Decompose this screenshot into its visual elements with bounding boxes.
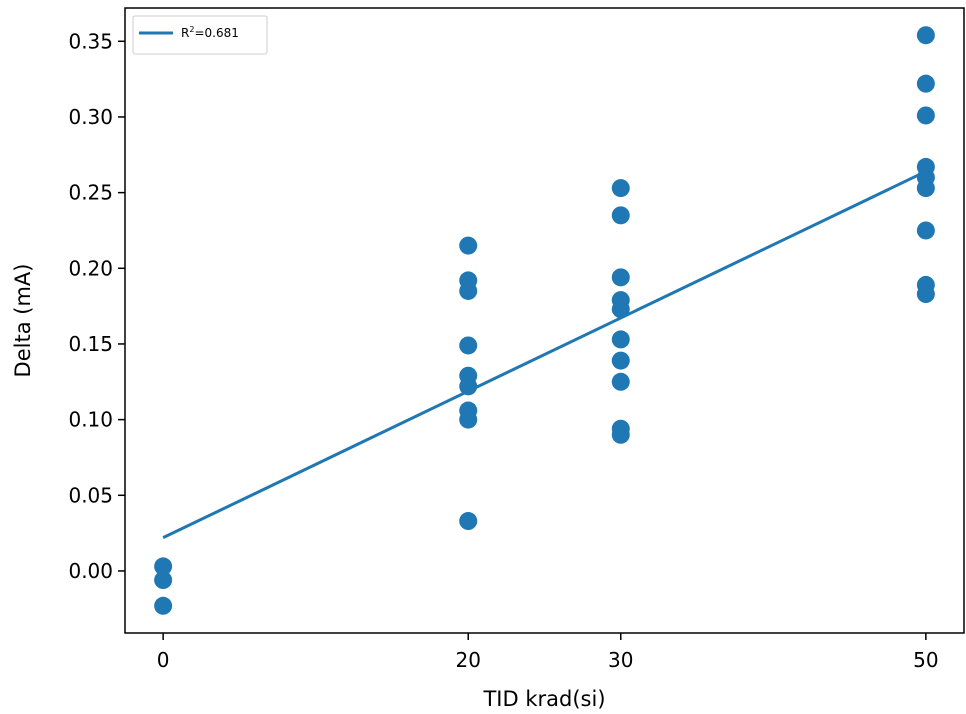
x-tick-label: 20 bbox=[456, 648, 481, 672]
data-point bbox=[459, 512, 478, 531]
y-tick-label: 0.20 bbox=[68, 256, 113, 280]
legend-entry-main: R bbox=[181, 26, 189, 40]
x-tick-label: 50 bbox=[913, 648, 938, 672]
data-point bbox=[611, 372, 630, 391]
y-tick-label: 0.25 bbox=[68, 181, 113, 205]
data-point bbox=[459, 336, 478, 355]
x-tick-label: 30 bbox=[608, 648, 633, 672]
data-point bbox=[916, 26, 935, 45]
data-point bbox=[459, 236, 478, 255]
data-point bbox=[459, 410, 478, 429]
data-point bbox=[916, 74, 935, 93]
plot-frame bbox=[124, 7, 965, 634]
legend-entry-sup: 2 bbox=[189, 25, 194, 34]
y-tick-label: 0.05 bbox=[68, 483, 113, 507]
data-point bbox=[916, 285, 935, 304]
x-tick-label: 0 bbox=[157, 648, 170, 672]
data-point bbox=[459, 377, 478, 396]
data-point bbox=[611, 268, 630, 287]
data-point bbox=[154, 557, 173, 576]
y-tick-label: 0.15 bbox=[68, 332, 113, 356]
data-point bbox=[611, 330, 630, 349]
data-point bbox=[611, 425, 630, 444]
y-tick-label: 0.00 bbox=[68, 559, 113, 583]
chart-marks bbox=[154, 26, 935, 615]
y-tick-label: 0.10 bbox=[68, 408, 113, 432]
data-point bbox=[611, 206, 630, 225]
x-axis-label: TID krad(si) bbox=[482, 687, 605, 711]
data-point bbox=[611, 300, 630, 319]
data-point bbox=[916, 221, 935, 240]
y-axis-ticks: 0.00 0.05 0.10 0.15 0.20 0.25 0.30 0.35 bbox=[68, 29, 125, 583]
data-point bbox=[916, 106, 935, 125]
y-axis-label: Delta (mA) bbox=[11, 264, 35, 378]
y-tick-label: 0.35 bbox=[68, 29, 113, 53]
legend-entry-rest: =0.681 bbox=[194, 26, 238, 40]
legend-entry: R2=0.681 bbox=[181, 25, 239, 40]
data-point bbox=[154, 596, 173, 615]
regression-line bbox=[162, 170, 927, 540]
legend-box bbox=[132, 15, 268, 55]
data-point bbox=[611, 179, 630, 198]
data-point bbox=[916, 179, 935, 198]
legend: R2=0.681 bbox=[132, 15, 268, 55]
data-point bbox=[611, 351, 630, 370]
data-point bbox=[154, 571, 173, 590]
x-axis-ticks: 0 20 30 50 bbox=[157, 633, 939, 672]
data-point bbox=[459, 281, 478, 300]
y-tick-label: 0.30 bbox=[68, 105, 113, 129]
